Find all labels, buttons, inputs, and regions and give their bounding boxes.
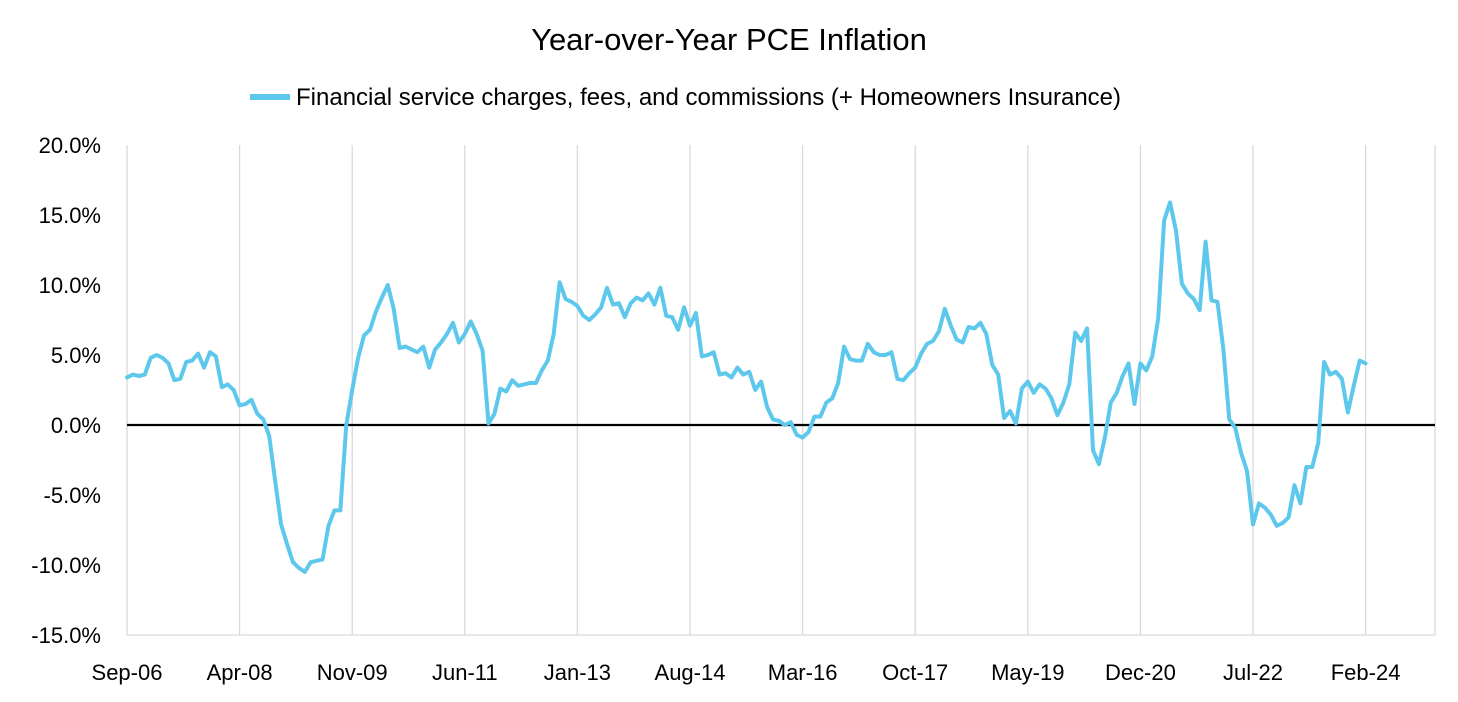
legend-label: Financial service charges, fees, and com… bbox=[296, 84, 1121, 111]
y-axis: 20.0% 15.0% 10.0% 5.0% 0.0% -5.0% -10.0% -15.0% bbox=[31, 133, 101, 648]
chart-title: Year-over-Year PCE Inflation bbox=[531, 22, 927, 57]
y-tick-label: 15.0% bbox=[39, 203, 101, 228]
y-tick-label: 20.0% bbox=[39, 133, 101, 158]
y-tick-label: -10.0% bbox=[31, 553, 101, 578]
x-tick-label: Mar-16 bbox=[768, 660, 838, 685]
x-tick-label: Apr-08 bbox=[207, 660, 273, 685]
x-tick-label: Dec-20 bbox=[1105, 660, 1176, 685]
x-tick-label: Sep-06 bbox=[92, 660, 163, 685]
x-tick-label: Feb-24 bbox=[1331, 660, 1401, 685]
x-tick-label: Jun-11 bbox=[432, 660, 498, 685]
x-tick-label: Oct-17 bbox=[882, 660, 948, 685]
legend: Financial service charges, fees, and com… bbox=[250, 84, 1121, 111]
x-tick-label: May-19 bbox=[991, 660, 1064, 685]
series-line bbox=[125, 200, 1368, 574]
series-group bbox=[125, 200, 1368, 574]
x-tick-label: Aug-14 bbox=[655, 660, 726, 685]
vertical-gridlines bbox=[238, 145, 1436, 635]
y-tick-label: -15.0% bbox=[31, 623, 101, 648]
y-tick-label: 10.0% bbox=[39, 273, 101, 298]
plot-area bbox=[126, 145, 1435, 636]
x-tick-label: Jul-22 bbox=[1223, 660, 1283, 685]
x-tick-label: Jan-13 bbox=[544, 660, 611, 685]
y-tick-label: 0.0% bbox=[51, 413, 101, 438]
x-tick-label: Nov-09 bbox=[317, 660, 388, 685]
y-tick-label: 5.0% bbox=[51, 343, 101, 368]
y-tick-label: -5.0% bbox=[44, 483, 101, 508]
x-axis: Sep-06 Apr-08 Nov-09 Jun-11 Jan-13 Aug-14 Mar-… bbox=[92, 660, 1401, 685]
